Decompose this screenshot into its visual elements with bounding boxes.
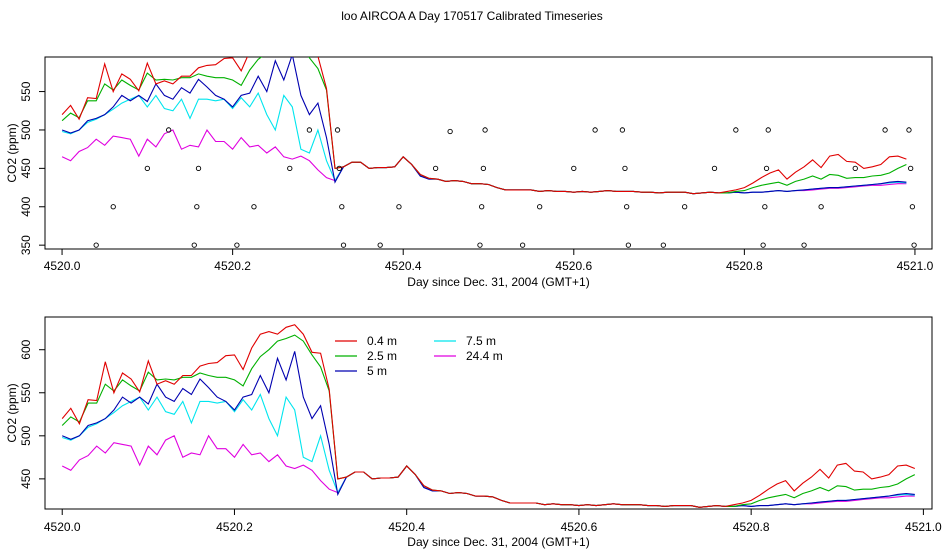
y-axis-label: CO2 (ppm) <box>5 383 19 442</box>
flag-point <box>537 204 543 210</box>
plot-frame <box>44 56 933 250</box>
flag-point <box>760 242 766 248</box>
x-tick-label: 4520.0 <box>44 520 81 534</box>
lower-panel: 4520.0 4520.2 4520.4 4520.6 4520.8 4521.0 450 5… <box>5 316 942 549</box>
flag-point <box>682 204 688 210</box>
series-line-0-4-m <box>61 324 916 508</box>
flag-point <box>711 165 718 172</box>
flag-point <box>911 242 917 248</box>
flag-point <box>763 165 770 172</box>
legend: 0.4 m2.5 m5 m 7.5 m24.4 m <box>335 334 503 378</box>
flag-point <box>396 204 402 210</box>
series-line-7-5-m <box>61 91 907 195</box>
flag-point <box>93 242 99 248</box>
flag-point <box>624 204 630 210</box>
flag-point <box>195 165 202 172</box>
flag-point <box>191 242 197 248</box>
x-tick-label: 4520.6 <box>561 520 598 534</box>
figure-title: loo AIRCOA A Day 170517 Calibrated Times… <box>341 9 602 23</box>
flag-point <box>477 242 483 248</box>
flag-point <box>519 242 526 248</box>
y-tick-label: 450 <box>19 469 33 489</box>
flag-point <box>234 242 240 248</box>
flag-point <box>625 242 632 248</box>
flag-point <box>619 127 626 133</box>
y-tick-label: 350 <box>19 235 33 255</box>
x-axis-label: Day since Dec. 31, 2004 (GMT+1) <box>407 275 589 289</box>
flag-point <box>287 165 293 172</box>
flag-point <box>852 165 858 172</box>
y-axis-label: CO2 (ppm) <box>5 123 19 182</box>
flag-point <box>882 127 888 133</box>
flag-point <box>908 165 914 172</box>
y-tick-label: 550 <box>19 81 33 101</box>
flag-point <box>166 127 172 133</box>
legend-label: 7.5 m <box>466 334 496 348</box>
y-tick-label: 450 <box>19 158 33 178</box>
flag-point <box>480 165 487 172</box>
flag-point <box>447 128 453 135</box>
flag-point <box>762 204 768 210</box>
flag-point <box>194 204 200 210</box>
flag-point <box>818 204 824 210</box>
flag-point <box>906 127 912 133</box>
flag-point <box>479 204 485 210</box>
y-tick-label: 500 <box>19 425 33 445</box>
x-tick-label: 4520.0 <box>44 259 81 273</box>
legend-label: 24.4 m <box>466 349 503 363</box>
flag-point <box>251 204 257 210</box>
x-tick-label: 4520.2 <box>214 259 251 273</box>
x-axis-label: Day since Dec. 31, 2004 (GMT+1) <box>407 535 589 549</box>
x-tick-label: 4521.0 <box>905 520 942 534</box>
flag-point <box>432 165 439 172</box>
upper-panel: 4520.0 4520.2 4520.4 4520.6 4520.8 4521.0 350 4… <box>5 56 934 289</box>
flag-point <box>306 127 313 133</box>
x-tick-label: 4520.2 <box>216 520 253 534</box>
series-line-5-m <box>61 351 915 508</box>
series-line-0-4-m <box>61 57 907 195</box>
flag-point <box>377 242 383 248</box>
x-tick-label: 4520.8 <box>726 259 763 273</box>
y-tick-label: 550 <box>19 382 33 402</box>
flag-point <box>482 127 488 133</box>
flag-point <box>592 127 598 133</box>
flag-point <box>660 242 666 248</box>
x-tick-label: 4520.8 <box>733 520 770 534</box>
legend-label: 5 m <box>367 364 387 378</box>
legend-label: 2.5 m <box>367 349 397 363</box>
legend-label: 0.4 m <box>367 334 397 348</box>
flag-point <box>801 242 807 248</box>
flag-point <box>909 204 916 210</box>
flag-point <box>733 127 739 133</box>
flag-point <box>571 165 577 172</box>
y-tick-label: 400 <box>19 196 33 216</box>
flag-point <box>340 242 347 248</box>
x-tick-label: 4520.6 <box>555 259 592 273</box>
y-tick-label: 500 <box>19 120 33 140</box>
x-tick-label: 4520.4 <box>385 259 422 273</box>
flag-point <box>339 204 345 210</box>
series-line-7-5-m <box>62 393 915 508</box>
plot-frame <box>44 316 933 510</box>
flag-point <box>336 165 342 172</box>
flag-point <box>622 165 628 172</box>
flag-point <box>765 127 771 133</box>
flag-point <box>144 165 150 172</box>
x-tick-label: 4521.0 <box>897 259 934 273</box>
y-tick-label: 600 <box>19 339 33 359</box>
x-tick-label: 4520.4 <box>388 520 425 534</box>
series-line-5-m <box>61 57 907 195</box>
flag-point <box>334 127 341 133</box>
flag-point <box>110 204 116 210</box>
